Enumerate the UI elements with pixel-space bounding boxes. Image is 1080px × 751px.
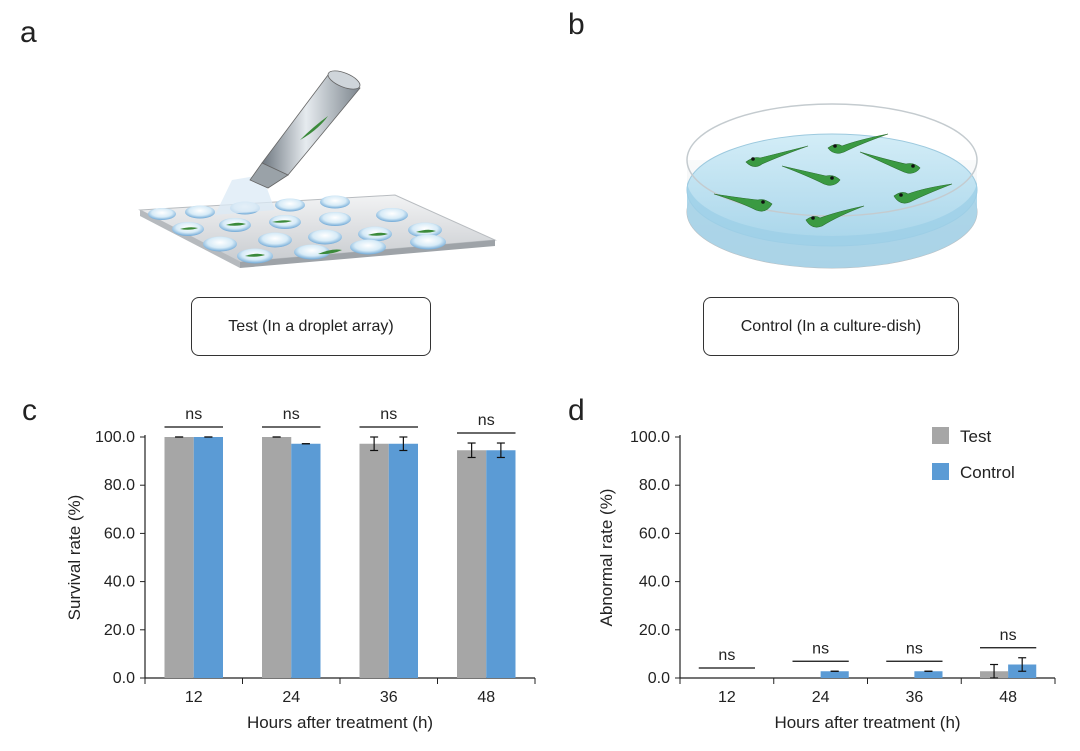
panel-letter-c: c — [22, 394, 37, 427]
survival-rate-chart: 0.0 20.0 40.0 60.0 80.0 100.0 12 24 36 48 ns ns ns ns… — [65, 406, 536, 732]
larvae-in-droplets — [180, 220, 436, 257]
y-tick-label: 60.0 — [104, 525, 135, 542]
y-tick-label: 60.0 — [639, 525, 670, 542]
x-tick-label: 24 — [812, 689, 830, 706]
y-tick-label: 20.0 — [639, 622, 670, 639]
y-tick-label: 80.0 — [104, 477, 135, 494]
x-tick-label: 48 — [999, 689, 1017, 706]
legend-label-test: Test — [960, 427, 991, 446]
test-caption-box: Test (In a droplet array) — [191, 297, 431, 356]
x-tick-label: 48 — [477, 689, 495, 706]
pipette-icon — [249, 70, 361, 189]
significance-label: ns — [283, 406, 300, 423]
x-tick-label: 24 — [282, 689, 300, 706]
x-tick-label: 36 — [380, 689, 398, 706]
x-tick-label: 12 — [185, 689, 203, 706]
y-tick-label: 40.0 — [639, 574, 670, 591]
significance-label: ns — [1000, 627, 1017, 644]
y-tick-label: 0.0 — [113, 670, 135, 687]
bar-control — [291, 443, 321, 678]
abnormal-rate-chart: 0.0 20.0 40.0 60.0 80.0 100.0 12 24 36 48 ns ns ns ns… — [597, 427, 1056, 732]
y-tick-label: 100.0 — [95, 429, 135, 446]
panel-letter-d: d — [568, 394, 585, 427]
bar-control — [820, 671, 849, 678]
bar-control — [914, 671, 943, 678]
significance-label: ns — [906, 640, 923, 657]
bar-control — [486, 450, 516, 678]
x-tick-label: 12 — [718, 689, 736, 706]
control-caption-box: Control (In a culture-dish) — [703, 297, 959, 356]
legend-swatch-test — [932, 427, 949, 444]
y-tick-label: 40.0 — [104, 574, 135, 591]
significance-label: ns — [812, 640, 829, 657]
panel-letter-b: b — [568, 8, 585, 41]
culture-dish-illustration — [686, 103, 978, 269]
bar-test — [359, 443, 389, 678]
test-caption-text: Test (In a droplet array) — [228, 317, 394, 335]
y-tick-label: 20.0 — [104, 622, 135, 639]
x-axis-title: Hours after treatment (h) — [774, 713, 960, 732]
y-tick-label: 100.0 — [630, 429, 670, 446]
bar-test — [457, 450, 487, 678]
droplet-array-illustration — [138, 70, 497, 268]
bar-test — [164, 437, 194, 678]
bar-control — [388, 443, 418, 678]
significance-label: ns — [718, 647, 735, 664]
control-caption-text: Control (In a culture-dish) — [740, 317, 922, 335]
y-tick-label: 0.0 — [648, 670, 670, 687]
y-axis-title: Survival rate (%) — [65, 495, 84, 621]
droplet-wells — [148, 195, 446, 264]
panel-letter-a: a — [20, 16, 37, 49]
significance-label: ns — [185, 406, 202, 423]
significance-label: ns — [380, 406, 397, 423]
y-axis-title: Abnormal rate (%) — [597, 489, 616, 627]
y-tick-label: 80.0 — [639, 477, 670, 494]
legend-label-control: Control — [960, 463, 1015, 482]
legend-swatch-control — [932, 463, 949, 480]
bar-test — [262, 437, 292, 678]
x-tick-label: 36 — [905, 689, 923, 706]
bar-control — [193, 437, 223, 678]
zebrafish-larvae — [713, 133, 953, 228]
x-axis-title: Hours after treatment (h) — [247, 713, 433, 732]
significance-label: ns — [478, 412, 495, 429]
